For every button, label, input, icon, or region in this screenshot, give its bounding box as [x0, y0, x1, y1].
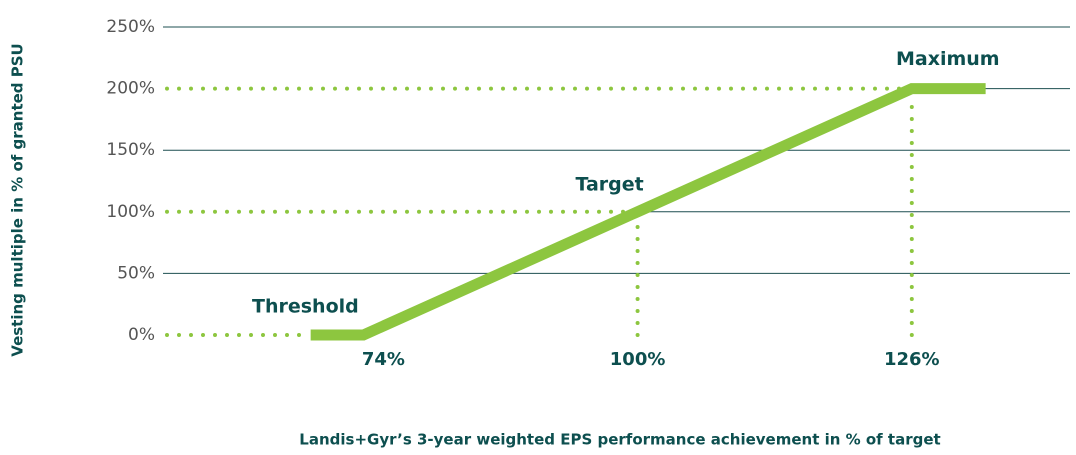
y-tick-label: 200%	[106, 79, 155, 99]
y-tick-label: 0%	[128, 325, 155, 345]
x-axis-label: Landis+Gyr’s 3-year weighted EPS perform…	[299, 431, 940, 449]
x-tick-label: 74%	[362, 349, 405, 370]
annotation: Target	[575, 173, 643, 195]
x-tick-label: 100%	[610, 349, 666, 370]
y-tick-label: 150%	[106, 140, 155, 160]
y-axis-label: Vesting multiple in % of granted PSU	[9, 43, 27, 356]
y-tick-label: 50%	[117, 263, 155, 283]
line-series	[310, 83, 986, 341]
x-tick-label: 126%	[884, 349, 940, 370]
y-tick-label: 100%	[106, 202, 155, 222]
y-tick-label: 250%	[106, 17, 155, 37]
annotation: Maximum	[896, 48, 1000, 70]
annotation: Threshold	[252, 296, 359, 318]
